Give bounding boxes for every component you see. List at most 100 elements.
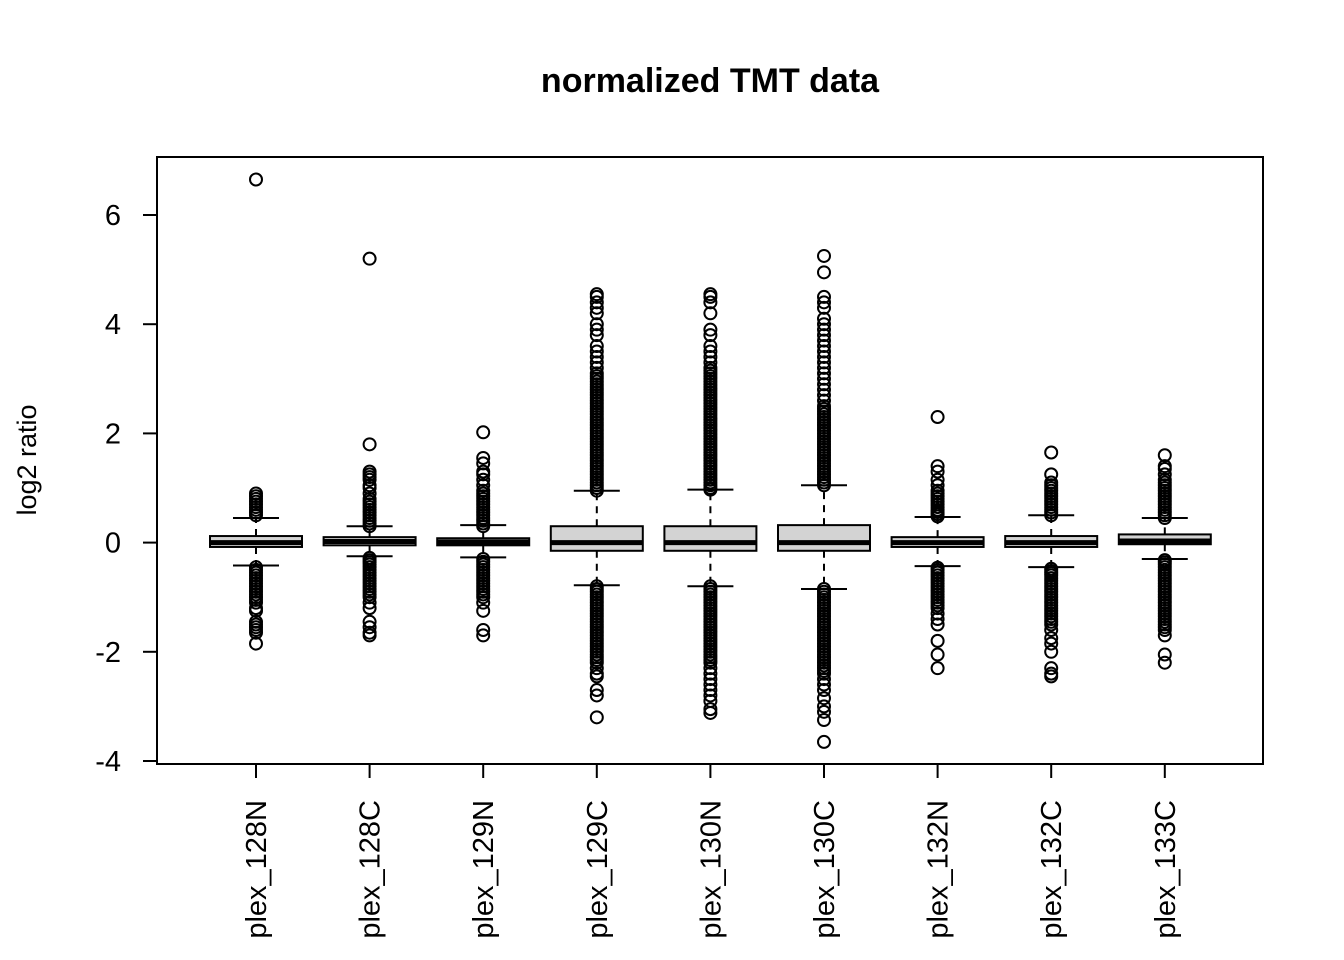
outlier-point bbox=[817, 265, 831, 280]
outlier-point bbox=[1044, 445, 1059, 460]
outlier-point bbox=[817, 328, 831, 343]
outlier-point bbox=[703, 322, 718, 337]
outlier-point bbox=[476, 483, 491, 498]
outlier-point bbox=[1044, 467, 1059, 482]
y-tick-label: 6 bbox=[105, 200, 121, 232]
x-tick-label: plex_130N bbox=[695, 800, 727, 939]
outlier-point bbox=[817, 691, 831, 706]
y-tick-label: 0 bbox=[105, 528, 121, 560]
box-plex_132N bbox=[890, 410, 985, 676]
outlier-point bbox=[476, 595, 491, 610]
iqr-box bbox=[663, 525, 758, 552]
outlier-point bbox=[476, 478, 491, 493]
outlier-point bbox=[476, 628, 491, 643]
outlier-point bbox=[930, 472, 945, 487]
outlier-point bbox=[703, 355, 718, 370]
outlier-point bbox=[589, 366, 604, 381]
outlier-point bbox=[476, 464, 491, 479]
outlier-point bbox=[589, 317, 604, 332]
box-plex_128C bbox=[322, 251, 417, 643]
outlier-point bbox=[703, 661, 718, 676]
outlier-point bbox=[1044, 631, 1059, 646]
outlier-point bbox=[817, 317, 831, 332]
outlier-point bbox=[589, 360, 604, 375]
outlier-point bbox=[362, 486, 377, 501]
outlier-point bbox=[817, 289, 831, 304]
outlier-point bbox=[589, 661, 604, 676]
outlier-point bbox=[1157, 459, 1172, 474]
x-tick-label: plex_129C bbox=[582, 800, 614, 939]
outlier-point bbox=[362, 491, 377, 506]
outlier-point bbox=[930, 478, 945, 493]
outlier-point bbox=[589, 295, 604, 310]
outlier-point bbox=[249, 595, 263, 610]
outlier-point bbox=[589, 339, 604, 354]
outlier-point bbox=[930, 601, 945, 616]
outlier-point bbox=[703, 349, 718, 364]
outlier-point bbox=[703, 339, 718, 354]
outlier-point bbox=[817, 699, 831, 714]
x-axis: plex_128N plex_128C plex_129N plex_129C plex… bbox=[241, 764, 1182, 939]
outlier-point bbox=[589, 683, 604, 698]
outlier-point bbox=[930, 459, 945, 474]
outlier-point bbox=[589, 287, 604, 302]
outlier-point bbox=[930, 647, 945, 662]
box-plex_132C bbox=[1004, 445, 1099, 684]
outlier-point bbox=[249, 603, 263, 618]
outlier-point bbox=[703, 688, 718, 703]
outlier-point bbox=[817, 677, 831, 692]
outlier-point bbox=[362, 614, 377, 629]
outlier-point bbox=[817, 683, 831, 698]
outlier-point bbox=[1044, 636, 1059, 651]
outlier-point bbox=[1044, 617, 1059, 632]
outlier-point bbox=[817, 704, 831, 719]
outlier-point bbox=[1157, 628, 1172, 643]
outlier-point bbox=[1157, 448, 1172, 463]
outlier-point bbox=[703, 677, 718, 692]
box-plex_130N bbox=[663, 287, 758, 720]
outlier-point bbox=[703, 344, 718, 359]
outlier-point bbox=[249, 636, 263, 651]
outlier-point bbox=[362, 628, 377, 643]
outlier-point bbox=[362, 601, 377, 616]
outlier-point bbox=[817, 300, 831, 315]
outlier-point bbox=[249, 172, 263, 187]
outlier-point bbox=[817, 355, 831, 370]
outlier-point bbox=[817, 388, 831, 403]
outlier-point bbox=[589, 322, 604, 337]
y-tick-label: -4 bbox=[95, 746, 121, 778]
outlier-point bbox=[476, 590, 491, 605]
iqr-box bbox=[777, 524, 871, 552]
outlier-point bbox=[817, 248, 831, 263]
outlier-point bbox=[589, 669, 604, 684]
y-tick-label: 4 bbox=[105, 309, 121, 341]
outlier-point bbox=[589, 344, 604, 359]
outlier-point bbox=[817, 666, 831, 681]
outlier-point bbox=[817, 371, 831, 386]
x-tick-label: plex_130C bbox=[809, 800, 841, 939]
x-tick-label: plex_128N bbox=[241, 800, 273, 939]
outlier-point bbox=[817, 311, 831, 326]
outlier-point bbox=[362, 620, 377, 635]
outlier-point bbox=[476, 456, 491, 471]
outlier-point bbox=[476, 622, 491, 637]
outlier-point bbox=[1157, 655, 1172, 670]
outlier-point bbox=[930, 483, 945, 498]
outlier-point bbox=[589, 349, 604, 364]
outlier-point bbox=[362, 478, 377, 493]
outlier-point bbox=[1044, 669, 1059, 684]
outlier-point bbox=[703, 705, 718, 720]
outlier-point bbox=[1157, 467, 1172, 482]
outlier-point bbox=[249, 486, 263, 501]
outlier-point bbox=[930, 612, 945, 627]
box-plex_133C bbox=[1117, 448, 1212, 670]
outlier-point bbox=[703, 306, 718, 321]
outlier-point bbox=[703, 328, 718, 343]
y-axis-label: log2 ratio bbox=[12, 404, 42, 515]
outlier-point bbox=[476, 472, 491, 487]
outlier-point bbox=[930, 617, 945, 632]
outlier-point bbox=[1157, 622, 1172, 637]
outlier-point bbox=[589, 300, 604, 315]
outlier-point bbox=[817, 333, 831, 348]
